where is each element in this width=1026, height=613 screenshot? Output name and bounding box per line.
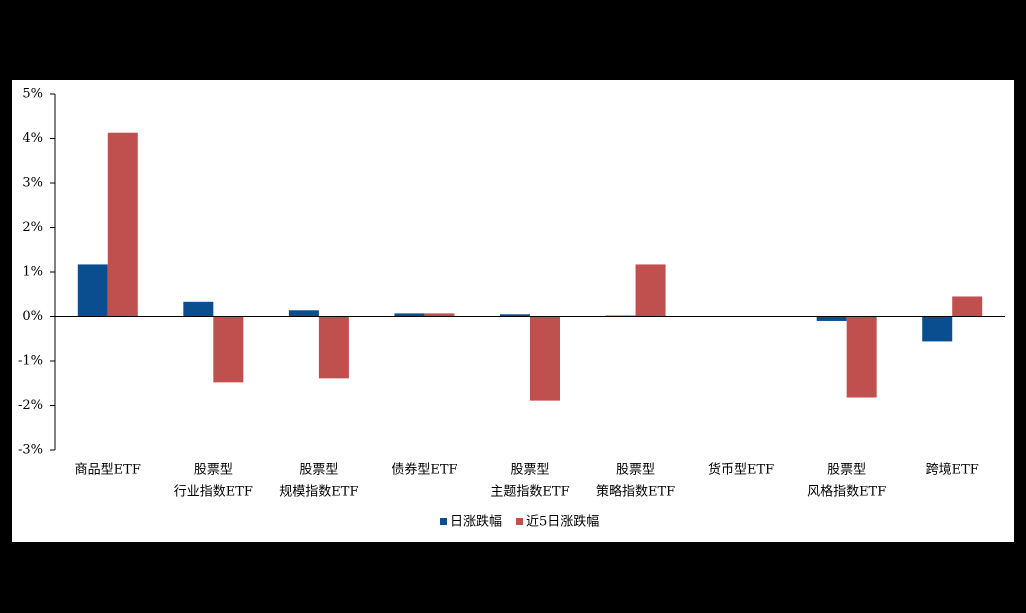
- x-tick-label: 股票型: [827, 463, 866, 478]
- bar: [952, 296, 983, 317]
- bar: [530, 316, 560, 401]
- x-tick-label: 货币型ETF: [708, 462, 774, 478]
- x-tick-label: 股票型: [510, 463, 549, 478]
- y-tick-label: -2%: [18, 398, 43, 413]
- x-tick-label: 策略指数ETF: [596, 484, 675, 500]
- x-tick-label: 规模指数ETF: [279, 485, 358, 500]
- y-tick-label: 3%: [22, 176, 43, 191]
- bar: [183, 301, 214, 317]
- chart-area: [12, 80, 1014, 542]
- bar: [846, 316, 877, 398]
- x-tick-label: 债券型ETF: [391, 462, 457, 478]
- x-tick-label: 行业指数ETF: [174, 485, 253, 500]
- y-tick-label: 5%: [22, 87, 43, 102]
- bar: [394, 313, 425, 317]
- bar: [424, 313, 455, 317]
- bar: [107, 132, 138, 317]
- bar: [77, 264, 108, 317]
- legend-label: 近5日涨跌幅: [526, 514, 599, 530]
- x-tick-label: 股票型: [194, 463, 233, 478]
- bar: [213, 316, 244, 383]
- x-tick-label: 风格指数ETF: [807, 484, 886, 500]
- bar: [816, 316, 847, 321]
- legend-swatch: [516, 518, 524, 525]
- x-tick-label: 主题指数ETF: [490, 485, 569, 500]
- bar: [635, 264, 666, 317]
- y-tick-label: -1%: [18, 354, 43, 369]
- y-tick-label: 4%: [22, 131, 43, 146]
- y-tick-label: 0%: [22, 309, 43, 324]
- x-tick-label: 股票型: [299, 463, 338, 478]
- y-tick-label: -3%: [18, 443, 43, 458]
- x-tick-label: 股票型: [616, 463, 655, 478]
- legend-swatch: [440, 518, 447, 525]
- y-tick-label: 2%: [22, 220, 43, 235]
- y-tick-label: 1%: [22, 265, 43, 280]
- x-tick-label: 跨境ETF: [926, 463, 979, 478]
- x-tick-label: 商品型ETF: [75, 463, 141, 478]
- bar: [922, 316, 953, 342]
- legend-label: 日涨跌幅: [450, 514, 502, 530]
- bar: [500, 314, 530, 317]
- bar: [318, 316, 349, 379]
- bar: [288, 310, 319, 317]
